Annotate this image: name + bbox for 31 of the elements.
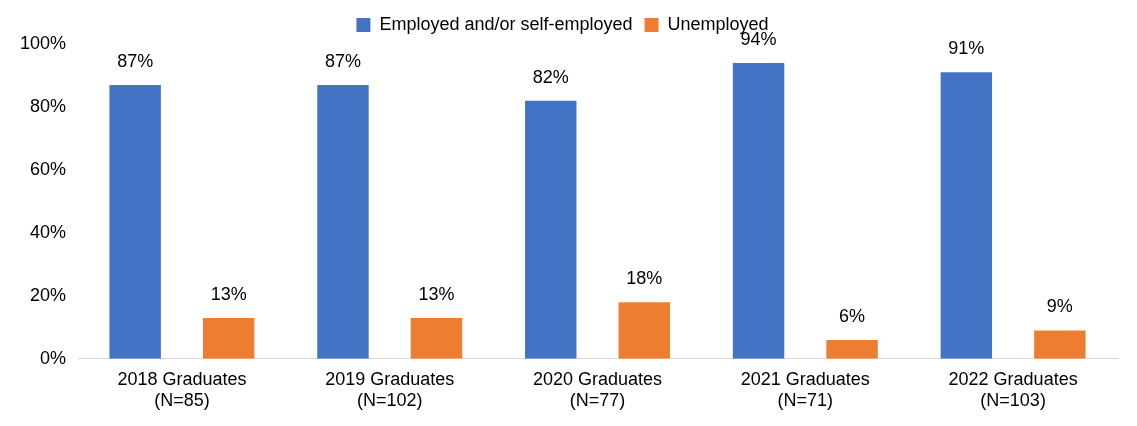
x-tick-label: 2018 Graduates (N=85) — [117, 368, 247, 411]
data-label: 18% — [626, 268, 663, 289]
legend-label: Employed and/or self-employed — [379, 13, 633, 34]
y-tick-label: 0% — [40, 347, 67, 368]
y-tick-label: 80% — [30, 95, 67, 116]
data-label: 87% — [117, 50, 154, 71]
x-tick-label: 2019 Graduates (N=102) — [325, 368, 455, 411]
bar — [109, 84, 161, 359]
data-label: 13% — [210, 283, 247, 304]
bar — [618, 302, 670, 359]
data-label: 9% — [1046, 296, 1073, 317]
data-label: 6% — [839, 305, 866, 326]
bar — [317, 84, 369, 359]
data-label: 82% — [532, 66, 569, 87]
y-tick-label: 40% — [30, 221, 67, 242]
bar — [202, 317, 255, 359]
x-tick-label: 2021 Graduates (N=71) — [740, 368, 870, 411]
y-tick-label: 100% — [19, 32, 67, 53]
data-label: 13% — [418, 283, 455, 304]
bar — [410, 317, 463, 359]
y-tick-label: 20% — [30, 284, 67, 305]
bar — [1034, 330, 1086, 359]
y-tick-label: 60% — [30, 158, 67, 179]
bar — [732, 62, 785, 359]
data-label: 91% — [948, 38, 985, 59]
data-label: 87% — [324, 50, 361, 71]
x-tick-label: 2022 Graduates (N=103) — [948, 368, 1078, 411]
bar — [525, 100, 577, 359]
bar — [940, 72, 993, 359]
bar — [826, 339, 878, 359]
x-tick-label: 2020 Graduates (N=77) — [532, 368, 663, 411]
